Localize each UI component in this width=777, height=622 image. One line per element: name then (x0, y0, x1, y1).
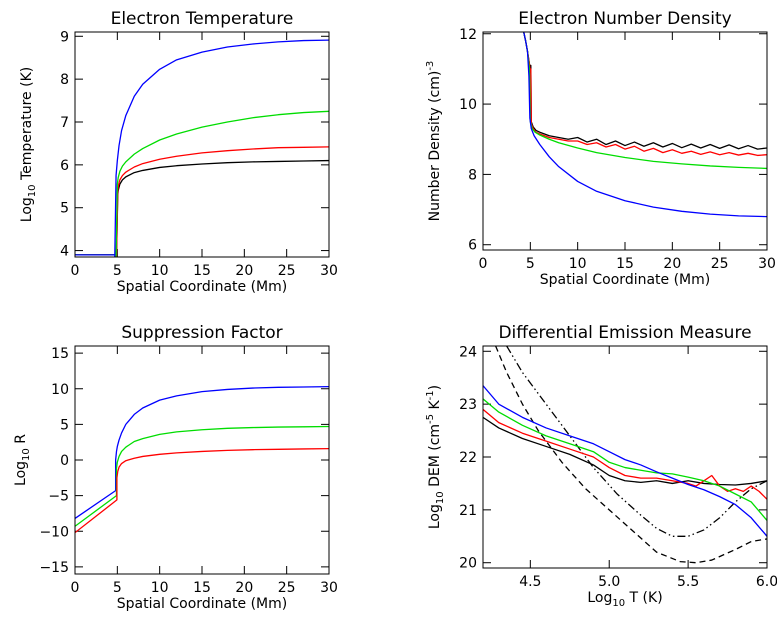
x-tick-label: 5 (526, 256, 535, 272)
x-tick-label: 5 (113, 580, 122, 596)
chart-title: Suppression Factor (121, 323, 282, 343)
y-tick-label: 8 (468, 167, 477, 183)
y-tick-label: 8 (60, 72, 69, 88)
y-axis-label: Log10 Temperature (K) (19, 67, 38, 222)
y-tick-label: 15 (51, 346, 69, 362)
plot-frame (482, 31, 768, 251)
x-tick-label: 25 (278, 263, 296, 279)
x-tick-label: 20 (235, 580, 253, 596)
x-tick-label: 20 (235, 263, 253, 279)
x-tick-label: 0 (71, 263, 80, 279)
series-line-2 (523, 32, 767, 157)
x-axis-label: Log10 T (K) (587, 590, 662, 609)
y-tick-label: 22 (459, 450, 477, 466)
x-tick-label: 10 (569, 256, 587, 272)
y-tick-label: 23 (459, 397, 477, 413)
x-tick-label: 30 (320, 263, 338, 279)
y-tick-label: 5 (60, 201, 69, 217)
panel-electron-number-density: Electron Number Density 0 5 10 15 20 25 30 6 8 10 1… (425, 9, 776, 288)
series-line-1 (75, 159, 329, 257)
x-tick-label: 4.5 (519, 574, 541, 590)
y-tick-label: 20 (459, 556, 477, 572)
y-axis-label: Number Density (cm)-3 (425, 61, 443, 222)
x-tick-label: 15 (616, 256, 634, 272)
x-tick-label: 10 (151, 580, 169, 596)
series-line-2 (506, 346, 767, 537)
x-tick-label: 25 (278, 580, 296, 596)
x-tick-label: 15 (193, 263, 211, 279)
y-tick-label: 5 (60, 417, 69, 433)
series-line-6 (483, 385, 767, 537)
series-line-1 (523, 32, 767, 150)
x-tick-label: 5.0 (598, 574, 620, 590)
series-line-2 (75, 425, 329, 527)
x-tick-label: 15 (193, 580, 211, 596)
x-tick-label: 0 (479, 256, 488, 272)
x-axis-label: Spatial Coordinate (Mm) (540, 272, 711, 288)
y-tick-label: 4 (60, 244, 69, 260)
x-tick-label: 0 (71, 580, 80, 596)
series-line-3 (483, 416, 767, 486)
chart-title: Electron Number Density (518, 9, 731, 29)
y-tick-label: −5 (48, 489, 69, 505)
y-tick-label: 6 (60, 158, 69, 174)
series-line-1 (75, 385, 329, 519)
series-line-4 (523, 32, 767, 218)
y-tick-label: 12 (459, 27, 477, 43)
x-tick-label: 10 (151, 263, 169, 279)
series-line-4 (75, 39, 329, 257)
y-tick-label: 0 (60, 453, 69, 469)
series-line-3 (523, 32, 767, 170)
y-tick-label: 9 (60, 29, 69, 45)
y-tick-label: 10 (51, 382, 69, 398)
y-axis-label: Log10 R (13, 434, 32, 486)
x-tick-label: 5 (113, 263, 122, 279)
y-axis-label: Log10 DEM (cm-5 K-1) (425, 385, 446, 529)
chart-title: Differential Emission Measure (498, 323, 751, 343)
plot-frame (74, 31, 330, 258)
y-tick-label: −15 (39, 560, 69, 576)
y-tick-label: 7 (60, 115, 69, 131)
x-axis-label: Spatial Coordinate (Mm) (117, 279, 288, 295)
y-tick-label: 10 (459, 97, 477, 113)
series-line-1 (495, 346, 767, 564)
series-line-5 (483, 398, 767, 521)
plot-frame (482, 345, 768, 569)
y-tick-label: 24 (459, 344, 477, 360)
x-tick-label: 5.5 (677, 574, 699, 590)
x-axis-label: Spatial Coordinate (Mm) (117, 596, 288, 612)
series-line-3 (75, 447, 329, 534)
x-tick-label: 30 (320, 580, 338, 596)
series-line-4 (483, 408, 767, 500)
panel-electron-temperature: Electron Temperature 0 5 10 15 20 25 30 4 5 6 7 8 9 Sp… (19, 9, 338, 295)
chart-title: Electron Temperature (111, 9, 294, 29)
panel-differential-emission-measure: Differential Emission Measure 4.5 5.0 5.5 6.… (425, 323, 777, 609)
y-tick-label: 21 (459, 503, 477, 519)
panel-suppression-factor: Suppression Factor 0 5 10 15 20 25 30 −15 −10 −5 0 5… (13, 323, 338, 612)
series-line-3 (75, 110, 329, 257)
x-tick-label: 25 (711, 256, 729, 272)
y-tick-label: −10 (39, 524, 69, 540)
x-tick-label: 30 (758, 256, 776, 272)
x-tick-label: 6.0 (756, 574, 777, 590)
plot-frame (74, 345, 330, 575)
y-tick-label: 6 (468, 238, 477, 254)
x-tick-label: 20 (663, 256, 681, 272)
